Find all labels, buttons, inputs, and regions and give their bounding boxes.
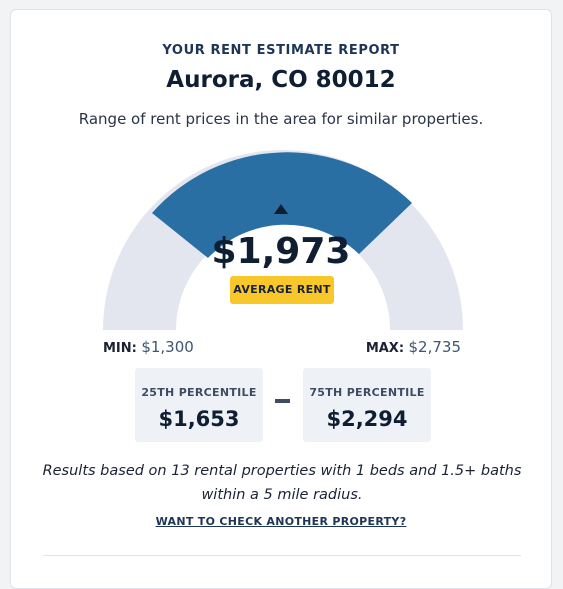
percentile-75-label: 75TH PERCENTILE	[309, 386, 425, 399]
section-divider	[43, 555, 521, 556]
min-rent-label: MIN:	[103, 341, 137, 356]
max-rent: MAX: $2,735	[366, 338, 461, 356]
check-another-property-link[interactable]: WANT TO CHECK ANOTHER PROPERTY?	[155, 515, 407, 528]
average-rent-value: $1,973	[211, 231, 351, 272]
min-rent: MIN: $1,300	[103, 338, 194, 356]
results-note: Results based on 13 rental properties wi…	[42, 463, 522, 503]
percentile-75-value: $2,294	[326, 407, 408, 431]
max-rent-value: $2,735	[408, 338, 462, 356]
percentile-25-box: 25TH PERCENTILE $1,653	[135, 368, 263, 442]
rent-report-card: YOUR RENT ESTIMATE REPORT Aurora, CO 800…	[10, 9, 552, 589]
percentile-25-value: $1,653	[158, 407, 240, 431]
report-eyebrow: YOUR RENT ESTIMATE REPORT	[162, 43, 400, 58]
average-rent-badge: AVERAGE RENT	[230, 276, 334, 304]
average-marker-icon	[274, 204, 288, 214]
report-subtitle: Range of rent prices in the area for sim…	[78, 110, 484, 128]
percentile-separator	[275, 399, 290, 403]
min-rent-value: $1,300	[141, 338, 194, 356]
percentile-25-label: 25TH PERCENTILE	[141, 386, 257, 399]
max-rent-label: MAX:	[365, 341, 405, 356]
percentile-75-box: 75TH PERCENTILE $2,294	[303, 368, 431, 442]
report-title: Aurora, CO 80012	[166, 67, 396, 93]
